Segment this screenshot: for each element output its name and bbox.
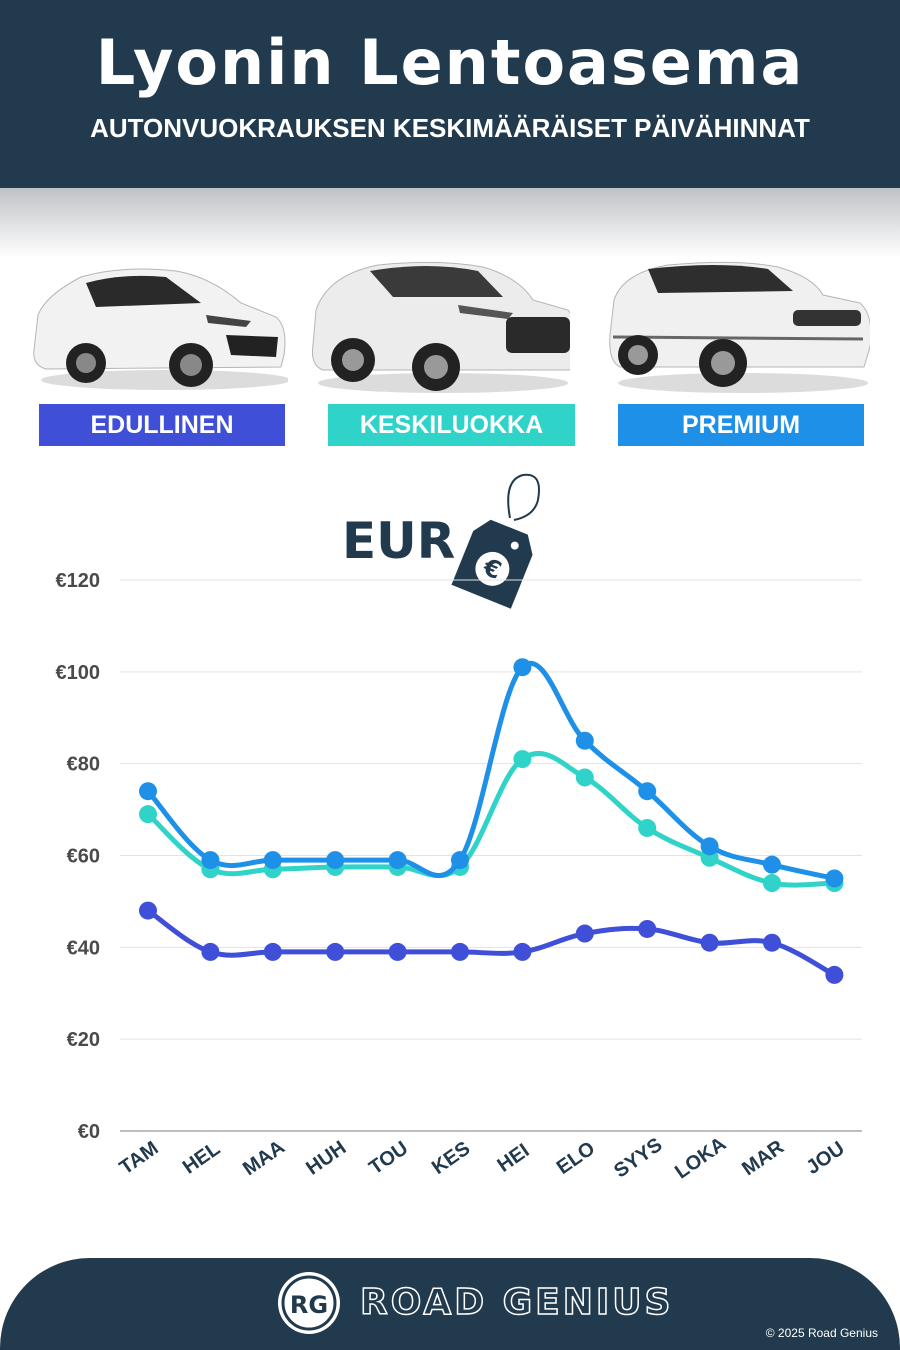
page-subtitle: AUTONVUOKRAUKSEN KESKIMÄÄRÄISET PÄIVÄHIN… (90, 113, 810, 143)
x-tick-label: HUH (302, 1137, 350, 1180)
data-point-edullinen (326, 942, 345, 961)
x-tick-label: SYYS (610, 1134, 666, 1183)
x-tick-label: MAR (738, 1136, 788, 1180)
y-tick-label: €40 (67, 937, 100, 959)
road-genius-logo-icon: RG (278, 1272, 340, 1334)
data-point-keskiluokka (638, 818, 657, 837)
midsize-car-image (312, 261, 570, 393)
x-tick-label: MAA (239, 1136, 289, 1180)
x-tick-label: TOU (365, 1137, 412, 1179)
price-line-chart: €0 €20 €40 €60 €80 €100 €120 TAM HEL MAA HUH TOU KES… (56, 570, 862, 1184)
x-tick-label: ELO (553, 1137, 599, 1179)
data-point-edullinen (201, 942, 220, 961)
data-point-edullinen (638, 919, 657, 938)
data-point-premium (825, 869, 844, 888)
category-label-economy: EDULLINEN (90, 411, 234, 439)
footer (0, 1258, 900, 1350)
data-point-keskiluokka (575, 768, 594, 787)
data-point-premium (763, 855, 781, 874)
series-line-edullinen (146, 908, 836, 978)
data-point-premium (451, 851, 469, 870)
series-line-premium (146, 661, 835, 881)
economy-car-image (33, 268, 288, 390)
category-tag-premium: PREMIUM (618, 404, 864, 446)
data-point-premium (263, 851, 282, 870)
data-point-edullinen (139, 901, 157, 920)
data-point-edullinen (575, 924, 594, 943)
data-point-keskiluokka (763, 874, 781, 893)
x-tick-label: HEL (179, 1138, 224, 1179)
y-tick-label: €100 (56, 662, 101, 684)
data-point-edullinen (825, 965, 844, 984)
data-point-keskiluokka (139, 805, 157, 824)
data-point-edullinen (451, 942, 469, 961)
data-point-edullinen (700, 933, 719, 952)
x-tick-label: TAM (116, 1137, 163, 1179)
data-point-keskiluokka (513, 750, 532, 769)
category-tag-economy: EDULLINEN (39, 404, 285, 446)
premium-car-image (609, 261, 870, 393)
header-banner: Lyonin Lentoasema AUTONVUOKRAUKSEN KESKI… (0, 0, 900, 188)
category-label-midsize: KESKILUOKKA (359, 411, 544, 439)
x-tick-label: JOU (802, 1137, 848, 1179)
data-point-edullinen (763, 933, 781, 952)
data-point-edullinen (263, 942, 282, 961)
category-tag-midsize: KESKILUOKKA (328, 404, 575, 446)
brand-name: ROAD GENIUS (359, 1281, 674, 1324)
currency-label: EUR (342, 512, 456, 570)
euro-price-tag-icon: € (451, 473, 540, 609)
category-label-premium: PREMIUM (681, 411, 801, 439)
x-tick-label: HEI (494, 1140, 534, 1177)
data-point-edullinen (388, 942, 407, 961)
y-tick-label: €0 (78, 1121, 100, 1143)
y-tick-label: €80 (67, 754, 100, 776)
data-point-premium (700, 837, 719, 856)
page-title: Lyonin Lentoasema (95, 26, 805, 99)
logo-initials: RG (290, 1291, 328, 1319)
x-tick-label: KES (428, 1137, 474, 1179)
data-point-premium (513, 658, 532, 677)
y-tick-label: €20 (67, 1029, 100, 1051)
data-point-premium (638, 782, 657, 801)
data-point-premium (326, 851, 345, 870)
y-tick-label: €60 (67, 846, 100, 868)
data-point-premium (388, 851, 407, 870)
data-point-premium (575, 731, 594, 750)
data-point-edullinen (513, 942, 532, 961)
y-tick-label: €120 (56, 570, 101, 592)
data-point-premium (201, 851, 220, 870)
x-tick-label: LOKA (671, 1133, 730, 1184)
copyright-text: © 2025 Road Genius (765, 1326, 878, 1340)
data-point-premium (139, 782, 157, 801)
header-fade (0, 188, 900, 258)
